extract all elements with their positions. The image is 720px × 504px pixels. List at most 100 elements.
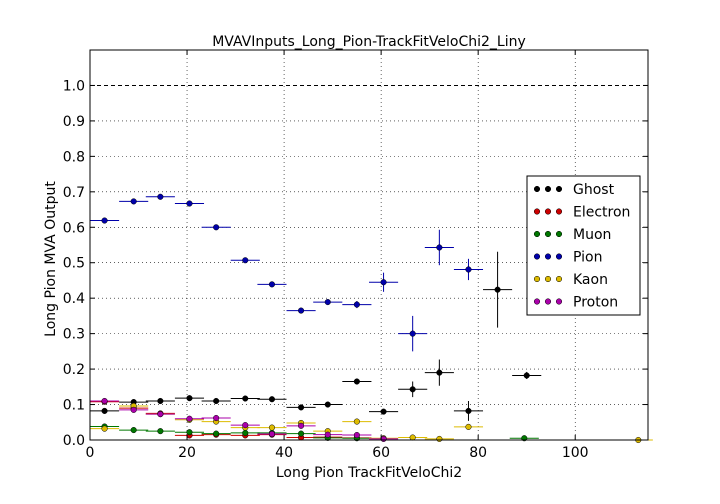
data-point-ghost (494, 286, 501, 293)
data-point-pion (101, 217, 108, 224)
data-point-ghost (157, 397, 164, 405)
data-point-ghost (523, 372, 530, 379)
legend-label: Electron (573, 205, 630, 221)
x-axis-label: Long Pion TrackFitVeloChi2 (276, 465, 462, 481)
data-point-ghost (380, 408, 387, 415)
legend-entry-ghost: Ghost (533, 182, 615, 198)
data-point-kaon (353, 418, 360, 425)
data-point-muon (157, 428, 164, 435)
plot-border (89, 49, 649, 441)
data-point-proton (242, 422, 249, 429)
data-point-pion (130, 198, 137, 205)
series-proton (90, 397, 399, 442)
data-point-proton (298, 422, 305, 429)
data-point-pion (409, 330, 416, 337)
data-point-proton (186, 415, 193, 422)
legend-marker (555, 298, 563, 305)
data-point-proton (157, 411, 164, 418)
legend-marker (544, 275, 552, 283)
y-tick-label: 0.8 (63, 149, 85, 165)
legend-marker (544, 298, 552, 305)
data-point-ghost (213, 397, 220, 405)
legend-label: Pion (573, 250, 602, 266)
data-point-muon (298, 430, 305, 437)
legend-marker (555, 208, 563, 215)
legend-marker (544, 230, 552, 238)
data-point-ghost (324, 401, 331, 408)
legend-marker (533, 208, 541, 215)
data-point-pion (268, 281, 276, 288)
data-point-ghost (242, 395, 249, 402)
axis-ticks: 0 20 40 60 80 100 0.0 0.1 0.2 0.3 0.4 0.5 0.6 0.7 0.8 0… (63, 50, 648, 461)
y-axis-label: Long Pion MVA Output (43, 181, 59, 337)
data-point-kaon (409, 434, 416, 441)
legend-marker (544, 208, 552, 215)
data-point-ghost (186, 395, 193, 402)
data-point-pion (353, 301, 360, 308)
legend-marker (533, 185, 541, 193)
x-tick-label: 0 (86, 445, 95, 461)
data-point-ghost (268, 396, 276, 403)
data-point-pion (380, 279, 387, 286)
data-point-pion (186, 200, 193, 207)
legend-marker (555, 230, 563, 238)
x-tick-label: 100 (562, 445, 589, 461)
data-point-proton (268, 430, 276, 438)
data-point-muon (242, 429, 249, 436)
data-point-kaon (436, 435, 443, 442)
data-point-kaon (101, 425, 108, 432)
data-point-proton (324, 431, 331, 438)
legend-label: Proton (573, 295, 618, 311)
legend-marker (555, 275, 563, 283)
data-point-pion (436, 244, 443, 251)
data-point-pion (324, 299, 331, 306)
y-tick-label: 0.4 (63, 291, 85, 307)
x-tick-label: 40 (275, 445, 293, 461)
chart-title: MVAVInputs_Long_Pion-TrackFitVeloChi2_Li… (212, 34, 526, 50)
data-point-pion (298, 307, 305, 314)
legend-box (526, 175, 641, 316)
legend-entry-electron: Electron (533, 205, 630, 221)
x-tick-label: 20 (178, 445, 196, 461)
data-point-pion (157, 193, 164, 200)
data-point-muon (186, 429, 193, 436)
legend-entry-muon: Muon (533, 227, 611, 243)
series-pion (90, 193, 484, 352)
legend-marker (533, 230, 541, 238)
data-point-muon (213, 430, 220, 437)
legend-entry-kaon: Kaon (533, 272, 608, 288)
legend-items: Ghost Electron Muon Pion Kaon Proton (533, 182, 630, 311)
data-point-ghost (436, 369, 443, 376)
data-point-kaon (268, 424, 276, 431)
data-point-ghost (465, 407, 472, 414)
data-point-kaon (465, 423, 472, 430)
legend-marker (544, 253, 552, 260)
data-point-pion (465, 266, 472, 273)
data-point-proton (213, 414, 220, 422)
y-tick-label: 0.1 (63, 398, 85, 414)
data-point-muon (130, 427, 137, 434)
y-tick-label: 0.0 (63, 433, 85, 449)
y-tick-label: 0.3 (63, 327, 85, 343)
x-tick-label: 80 (469, 445, 487, 461)
data-point-pion (213, 224, 220, 231)
y-tick-label: 0.9 (63, 114, 85, 130)
data-point-proton (130, 406, 137, 413)
y-tick-label: 0.6 (63, 220, 85, 236)
x-tick-label: 60 (372, 445, 390, 461)
data-point-proton (101, 397, 108, 405)
data-point-ghost (353, 378, 360, 385)
legend: Ghost Electron Muon Pion Kaon Proton (526, 175, 641, 316)
y-tick-label: 0.7 (63, 185, 85, 201)
legend-label: Kaon (573, 272, 608, 288)
data-point-ghost (101, 407, 108, 414)
y-tick-label: 0.5 (63, 256, 85, 272)
legend-marker (555, 253, 563, 260)
legend-marker (555, 185, 563, 193)
y-tick-label: 0.2 (63, 362, 85, 378)
legend-entry-proton: Proton (533, 295, 618, 311)
legend-entry-pion: Pion (533, 250, 602, 266)
y-tick-label: 1.0 (63, 78, 85, 94)
legend-label: Ghost (573, 182, 615, 198)
